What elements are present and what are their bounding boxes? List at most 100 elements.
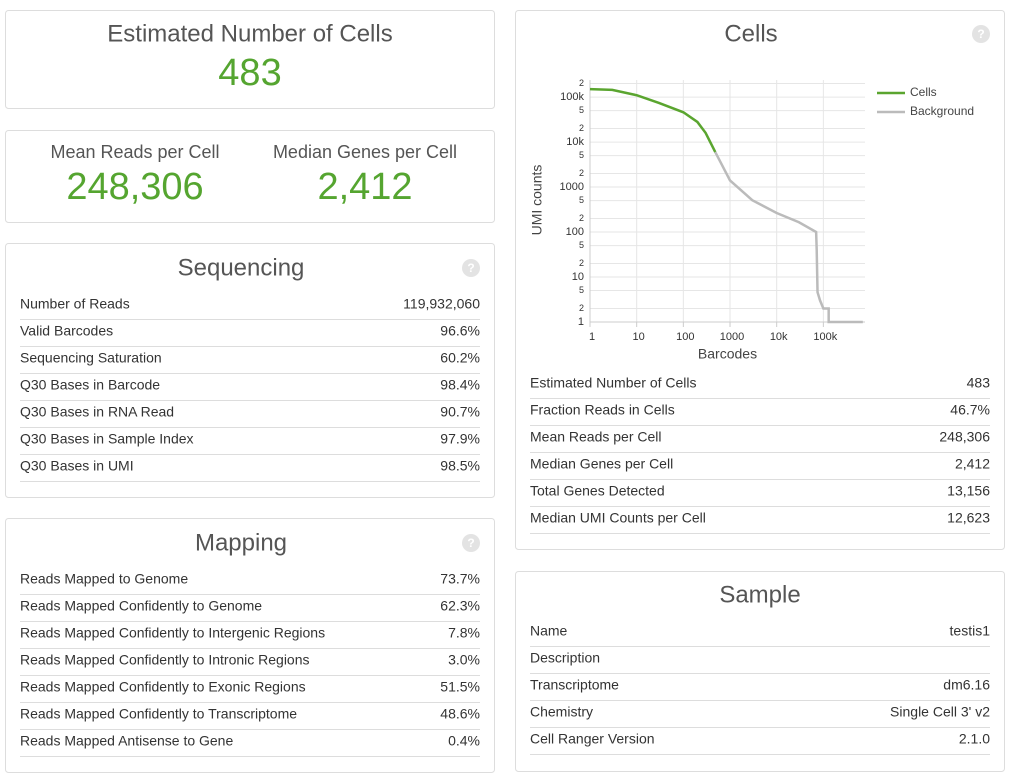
row-label: Chemistry	[530, 704, 593, 720]
y-tick-label: 5	[579, 285, 584, 295]
card	[5, 518, 495, 773]
row-value: 7.8%	[448, 625, 480, 641]
help-icon-glyph: ?	[467, 536, 474, 550]
help-icon	[462, 534, 480, 552]
row-value: 98.5%	[440, 458, 480, 474]
row-value: 60.2%	[440, 350, 480, 366]
section-title: Sequencing	[178, 254, 305, 281]
row-label: Reads Mapped Confidently to Transcriptom…	[20, 706, 297, 722]
row-value: testis1	[950, 623, 991, 639]
y-tick-label: 10k	[566, 136, 584, 148]
x-tick-label: 100k	[813, 331, 837, 343]
y-tick-label: 2	[579, 78, 584, 88]
y-tick-label: 1000	[560, 181, 584, 193]
row-label: Reads Mapped to Genome	[20, 571, 188, 587]
y-tick-label: 2	[579, 303, 584, 313]
x-axis-title: Barcodes	[698, 346, 757, 362]
row-label: Transcriptome	[530, 677, 619, 693]
series-line	[589, 87, 717, 153]
row-label: Median UMI Counts per Cell	[530, 510, 706, 526]
x-tick-label: 10k	[770, 331, 788, 343]
series-line	[714, 151, 863, 324]
row-label: Name	[530, 623, 568, 639]
row-value: 119,932,060	[403, 296, 480, 312]
legend-label: Cells	[910, 85, 937, 99]
section-title: Cells	[724, 20, 777, 47]
x-tick-label: 100	[676, 331, 694, 343]
row-value: 90.7%	[440, 404, 480, 420]
y-tick-label: 1	[578, 316, 584, 328]
section-title: Estimated Number of Cells	[107, 20, 392, 47]
help-icon-glyph: ?	[977, 27, 984, 41]
y-tick-label: 5	[579, 240, 584, 250]
row-label: Mean Reads per Cell	[530, 429, 662, 445]
y-tick-label: 5	[579, 150, 584, 160]
y-tick-label: 10	[572, 271, 584, 283]
row-label: Reads Mapped Confidently to Intronic Reg…	[20, 652, 310, 668]
y-tick-label: 100k	[560, 91, 584, 103]
row-label: Description	[530, 650, 600, 666]
row-value: 13,156	[947, 483, 990, 499]
y-tick-label: 2	[579, 258, 584, 268]
card	[5, 10, 495, 109]
section-title: Sample	[719, 581, 800, 608]
row-value: 98.4%	[440, 377, 480, 393]
row-value: 2.1.0	[959, 731, 990, 747]
y-tick-label: 2	[579, 213, 584, 223]
row-value: 62.3%	[440, 598, 480, 614]
row-value: 97.9%	[440, 431, 480, 447]
row-value: Single Cell 3' v2	[890, 704, 990, 720]
row-value: 73.7%	[440, 571, 480, 587]
y-tick-label: 100	[566, 226, 584, 238]
help-icon	[972, 25, 990, 43]
x-tick-label: 10	[633, 331, 645, 343]
row-value: 48.6%	[440, 706, 480, 722]
big-number: 248,306	[66, 166, 203, 208]
row-label: Sequencing Saturation	[20, 350, 162, 366]
help-icon-glyph: ?	[467, 261, 474, 275]
row-value: 46.7%	[950, 402, 990, 418]
highlight-label: Median Genes per Cell	[273, 142, 457, 162]
row-value: 0.4%	[448, 733, 480, 749]
y-axis-title: UMI counts	[529, 165, 545, 236]
big-number: 2,412	[317, 166, 412, 208]
row-value: 483	[967, 375, 991, 391]
row-value: 248,306	[939, 429, 990, 445]
row-label: Valid Barcodes	[20, 323, 113, 339]
section-title: Mapping	[195, 529, 287, 556]
card	[515, 10, 1005, 550]
card	[5, 130, 495, 223]
row-label: Q30 Bases in UMI	[20, 458, 134, 474]
row-label: Q30 Bases in RNA Read	[20, 404, 174, 420]
row-value: dm6.16	[943, 677, 990, 693]
row-label: Fraction Reads in Cells	[530, 402, 675, 418]
row-label: Total Genes Detected	[530, 483, 665, 499]
y-tick-label: 5	[579, 195, 584, 205]
x-tick-label: 1000	[720, 331, 744, 343]
y-tick-label: 2	[579, 168, 584, 178]
big-number: 483	[218, 52, 281, 94]
row-value: 2,412	[955, 456, 990, 472]
y-tick-label: 5	[579, 105, 584, 115]
x-tick-label: 1	[589, 331, 595, 343]
row-label: Reads Mapped Confidently to Intergenic R…	[20, 625, 325, 641]
row-label: Number of Reads	[20, 296, 130, 312]
card	[515, 571, 1005, 772]
row-value: 12,623	[947, 510, 990, 526]
row-label: Reads Mapped Confidently to Exonic Regio…	[20, 679, 306, 695]
row-label: Reads Mapped Antisense to Gene	[20, 733, 233, 749]
row-value: 3.0%	[448, 652, 480, 668]
row-label: Estimated Number of Cells	[530, 375, 697, 391]
card	[5, 243, 495, 498]
row-value: 96.6%	[440, 323, 480, 339]
row-label: Reads Mapped Confidently to Genome	[20, 598, 262, 614]
row-label: Median Genes per Cell	[530, 456, 673, 472]
highlight-label: Mean Reads per Cell	[50, 142, 219, 162]
row-value: 51.5%	[440, 679, 480, 695]
y-tick-label: 2	[579, 123, 584, 133]
help-icon	[462, 259, 480, 277]
row-label: Q30 Bases in Sample Index	[20, 431, 194, 447]
row-label: Q30 Bases in Barcode	[20, 377, 160, 393]
